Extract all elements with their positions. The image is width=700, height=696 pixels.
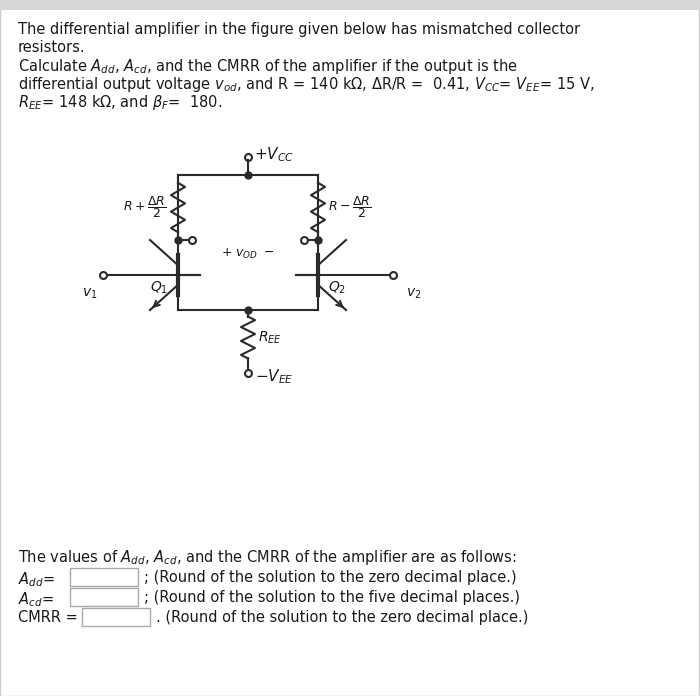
Text: $v_2$: $v_2$ <box>406 287 421 301</box>
Text: . (Round of the solution to the zero decimal place.): . (Round of the solution to the zero dec… <box>156 610 528 625</box>
Text: differential output voltage $v_{od}$, and R = 140 k$\Omega$, $\Delta$R/R =  0.41: differential output voltage $v_{od}$, an… <box>18 75 595 94</box>
Text: $Q_2$: $Q_2$ <box>328 280 346 296</box>
Text: $R+\dfrac{\Delta R}{2}$: $R+\dfrac{\Delta R}{2}$ <box>123 195 167 221</box>
Text: $+\ v_{OD}\ -$: $+\ v_{OD}\ -$ <box>221 247 275 261</box>
Text: $A_{cd}$=: $A_{cd}$= <box>18 590 54 609</box>
Text: Calculate $A_{dd}$, $A_{cd}$, and the CMRR of the amplifier if the output is the: Calculate $A_{dd}$, $A_{cd}$, and the CM… <box>18 57 518 76</box>
Text: $Q_1$: $Q_1$ <box>150 280 168 296</box>
Text: ; (Round of the solution to the five decimal places.): ; (Round of the solution to the five dec… <box>144 590 520 605</box>
Text: $+V_{CC}$: $+V_{CC}$ <box>254 145 294 164</box>
Text: CMRR =: CMRR = <box>18 610 78 625</box>
Text: resistors.: resistors. <box>18 40 85 55</box>
Bar <box>70 568 138 586</box>
Text: $R-\dfrac{\Delta R}{2}$: $R-\dfrac{\Delta R}{2}$ <box>328 195 371 221</box>
Text: $R_{EE}$= 148 k$\Omega$, and $\beta_F$=  180.: $R_{EE}$= 148 k$\Omega$, and $\beta_F$= … <box>18 93 223 112</box>
Text: $v_1$: $v_1$ <box>83 287 98 301</box>
Text: $-V_{EE}$: $-V_{EE}$ <box>255 367 293 386</box>
Bar <box>70 588 138 606</box>
Text: ; (Round of the solution to the zero decimal place.): ; (Round of the solution to the zero dec… <box>144 570 517 585</box>
Bar <box>82 608 150 626</box>
Text: $A_{dd}$=: $A_{dd}$= <box>18 570 55 589</box>
Text: The differential amplifier in the figure given below has mismatched collector: The differential amplifier in the figure… <box>18 22 580 37</box>
Text: The values of $A_{dd}$, $A_{cd}$, and the CMRR of the amplifier are as follows:: The values of $A_{dd}$, $A_{cd}$, and th… <box>18 548 517 567</box>
Text: $R_{EE}$: $R_{EE}$ <box>258 329 282 346</box>
Bar <box>0 0 700 10</box>
